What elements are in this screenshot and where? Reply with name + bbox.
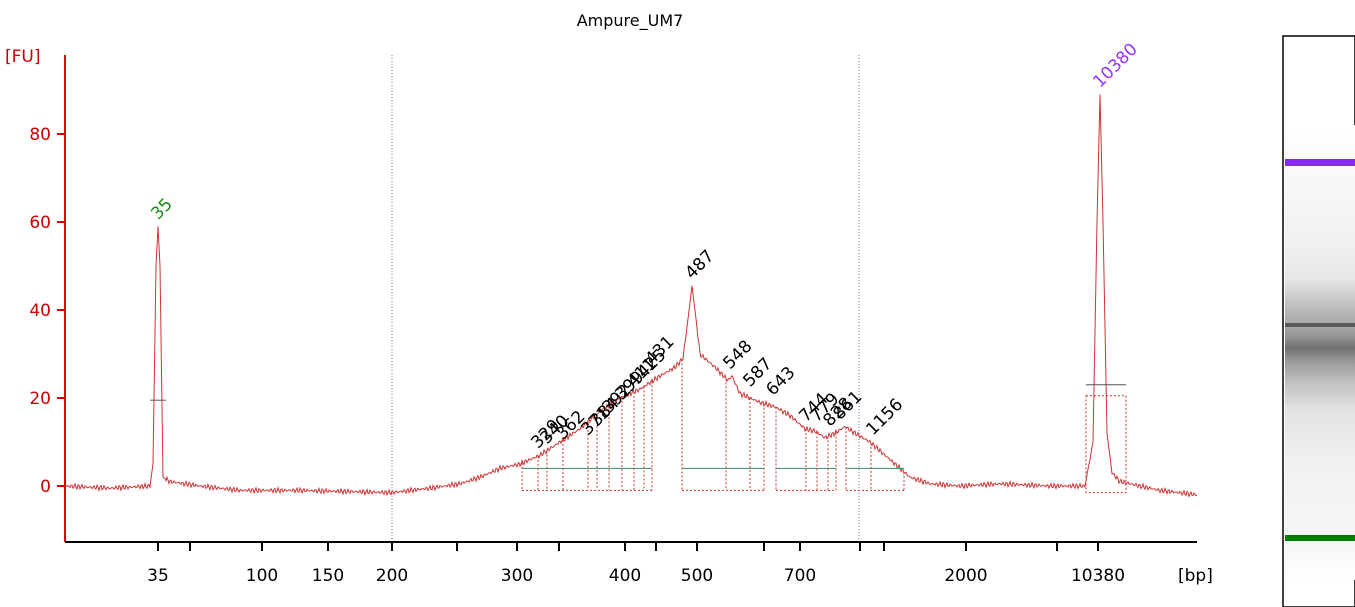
gel-lane: [1285, 125, 1355, 580]
x-tick-label: 300: [501, 566, 533, 586]
y-tick-label: 80: [29, 125, 51, 145]
x-tick-label: 10380: [1071, 566, 1125, 586]
y-tick-label: 40: [29, 301, 51, 321]
x-tick-label: 400: [609, 566, 641, 586]
trace-line: [64, 94, 1198, 499]
x-tick-label: 150: [312, 566, 344, 586]
x-tick-label: 35: [147, 566, 169, 586]
chart-title: Ampure_UM7: [577, 11, 684, 31]
gel-image: [1282, 35, 1355, 607]
x-tick-label: 500: [681, 566, 713, 586]
gel-upper-marker-band: [1285, 159, 1355, 166]
x-axis-label: [bp]: [1178, 566, 1213, 586]
upper-marker-region: [1085, 395, 1127, 494]
y-axis-label: [FU]: [5, 47, 41, 67]
y-tick-label: 60: [29, 213, 51, 233]
y-tick-label: 0: [40, 477, 51, 497]
x-tick-label: 100: [246, 566, 278, 586]
dotted-reference-lines: [391, 55, 860, 542]
gel-lower-marker-band: [1285, 535, 1355, 541]
electropherogram-trace: [64, 94, 1198, 499]
gel-main-band: [1285, 323, 1355, 327]
y-tick-label: 20: [29, 389, 51, 409]
x-tick-label: 700: [784, 566, 816, 586]
x-tick-label: 200: [376, 566, 408, 586]
axes: 0 20 40 60 80 35 100 150 200 300 400 500 700 2000 1038…: [29, 55, 1197, 586]
x-tick-label: 2000: [944, 566, 987, 586]
